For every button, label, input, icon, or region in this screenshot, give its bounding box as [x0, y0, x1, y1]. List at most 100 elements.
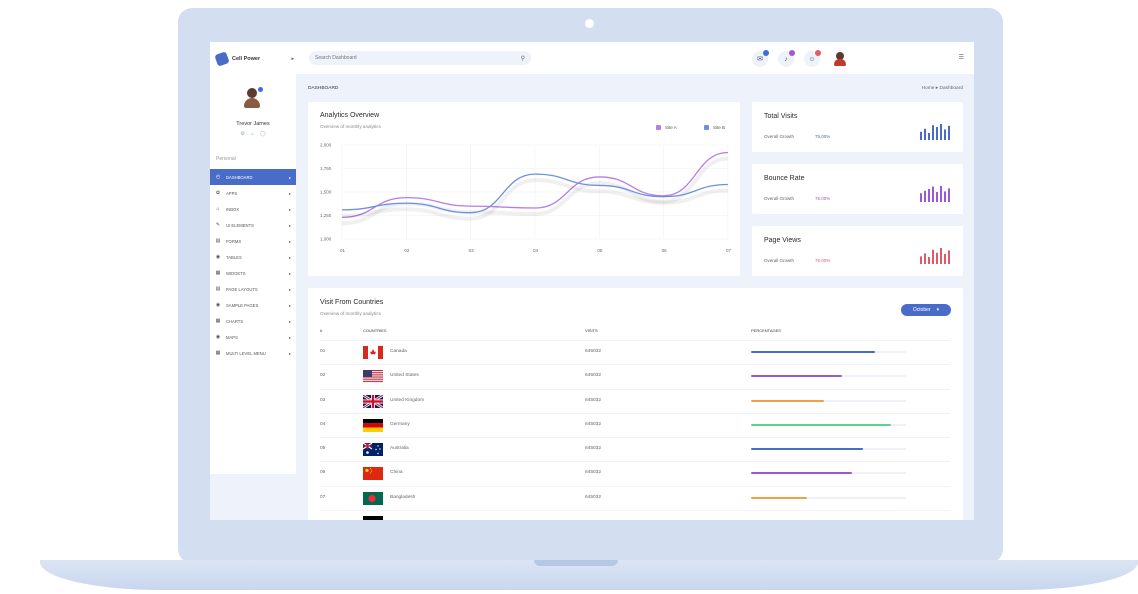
- column-header-num: #: [320, 328, 323, 333]
- legend-site-a[interactable]: Site A: [656, 125, 677, 130]
- sidebar-item-label: UI ELEMENTS: [226, 222, 254, 228]
- sidebar-item-sample-pages[interactable]: ◉ SAMPLE PAGES ▸: [210, 297, 296, 313]
- sidebar-item-widgets[interactable]: ▦ WIDGETS ▸: [210, 265, 296, 281]
- country-name: Germany: [390, 421, 410, 427]
- countries-subtitle: Overview of monthly analytics: [320, 311, 381, 316]
- percentage-bar: [751, 423, 906, 426]
- settings-icon[interactable]: ⚙: [240, 131, 245, 137]
- table-row[interactable]: 01 Canada 645032: [320, 340, 950, 364]
- table-row[interactable]: 03 United Kingdom 645032: [320, 388, 950, 413]
- visits-value: 645032: [585, 349, 602, 354]
- topbar: ⚲ ✉ ♪ ☺ ☰: [296, 42, 974, 74]
- chevron-right-icon: ▸: [288, 254, 291, 260]
- chat-button[interactable]: ✉: [752, 50, 769, 67]
- sparkline-bar: [944, 191, 946, 202]
- sidebar-item-inbox[interactable]: ⌂ INBOX ▸: [210, 201, 296, 217]
- sidebar-item-charts[interactable]: ▦ CHARTS ▸: [210, 313, 296, 329]
- y-tick-label: 1,750: [320, 166, 332, 171]
- column-header-countries: COUNTRIES: [363, 328, 387, 333]
- user-avatar[interactable]: [834, 52, 846, 66]
- chevron-right-icon: ▸: [288, 302, 291, 308]
- sidebar-item-label: MULTI LEVEL MENU: [226, 350, 266, 356]
- sidebar-item-label: CHARTS: [226, 318, 244, 324]
- stat-card-total-visits: Total Visits Overall Growth 75.00%: [752, 102, 963, 152]
- analytics-line-chart: 2,000 1,750 1,500 1,250 1,000 01 02 03 04 05 06 07: [320, 143, 732, 254]
- y-tick-label: 1,500: [320, 190, 332, 195]
- x-tick-label: 04: [533, 248, 539, 253]
- bell-icon: ♪: [784, 55, 788, 63]
- stat-title: Bounce Rate: [764, 175, 805, 182]
- chevron-right-icon: ▸: [288, 190, 291, 196]
- series-shadow: [341, 178, 729, 221]
- row-number: 02: [320, 373, 326, 379]
- tables-icon: ◉: [215, 254, 221, 260]
- sidebar-item-apps[interactable]: ✿ APPS ▸: [210, 185, 296, 201]
- user-requests-icon: ☺: [808, 55, 816, 63]
- legend-swatch: [656, 125, 661, 130]
- apps-icon: ✿: [215, 190, 221, 196]
- user-requests-button[interactable]: ☺: [804, 50, 821, 67]
- webcam-icon: [585, 19, 594, 28]
- x-tick-label: 03: [469, 248, 475, 253]
- inbox-icon: ⌂: [216, 206, 220, 212]
- table-row[interactable]: 05 Australia 645032: [320, 437, 950, 461]
- bell-button[interactable]: ♪: [778, 50, 795, 67]
- x-tick-label: 02: [404, 248, 410, 253]
- table-row[interactable]: 02 United States 645032: [320, 364, 950, 388]
- power-icon[interactable]: ◯: [259, 131, 266, 137]
- search-icon[interactable]: ⚲: [520, 55, 525, 62]
- chevron-right-icon: ▸: [288, 334, 291, 340]
- sidebar-item-multi-level-menu[interactable]: ▦ MULTI LEVEL MENU ▸: [210, 345, 296, 361]
- sidebar-item-label: SAMPLE PAGES: [226, 302, 259, 308]
- chevron-right-icon: ▸: [288, 350, 291, 356]
- sidebar-item-maps[interactable]: ◉ MAPS ▸: [210, 329, 296, 345]
- table-row[interactable]: 06 China 645032: [320, 461, 950, 485]
- country-name: Australia: [390, 446, 409, 452]
- percentage-bar-fill: [751, 423, 891, 426]
- stat-label: Overall Growth: [764, 196, 795, 201]
- sparkline-bar: [924, 190, 926, 202]
- menu-toggle-icon[interactable]: ☰: [958, 55, 964, 61]
- sparkline-bar: [932, 125, 934, 140]
- sidebar-item-ui-elements[interactable]: ✎ UI ELEMENTS ▸: [210, 217, 296, 233]
- country-name: China: [390, 470, 403, 476]
- search-box: ⚲: [309, 51, 531, 65]
- lock-icon[interactable]: ⌂: [250, 131, 254, 137]
- percentage-bar: [751, 351, 906, 353]
- chevron-down-icon: ▾: [936, 307, 940, 313]
- table-row[interactable]: 07 Bangladesh 645032: [320, 485, 950, 510]
- notification-badge: [789, 50, 795, 56]
- row-number: 05: [320, 446, 326, 452]
- australia-flag-icon: [363, 443, 383, 457]
- stat-value: 75.00%: [815, 134, 831, 139]
- sparkline-bar: [948, 250, 950, 264]
- table-row[interactable]: 04 Germany 645032: [320, 412, 950, 437]
- analytics-overview-card: Analytics Overview Overview of monthly a…: [308, 102, 740, 276]
- table-row[interactable]: [320, 510, 950, 520]
- profile-actions: ⚙ ⌂ ◯: [210, 131, 296, 137]
- notification-badge: [763, 50, 769, 56]
- brand[interactable]: Cell Power ▸: [214, 51, 294, 67]
- sidebar-item-page-layouts[interactable]: ▤ PAGE LAYOUTS ▸: [210, 281, 296, 297]
- series-line-site-b[interactable]: [341, 173, 729, 214]
- stat-sparkline: [920, 248, 950, 264]
- maps-icon: ◉: [215, 334, 221, 340]
- avatar[interactable]: [243, 87, 263, 108]
- series-line-site-a[interactable]: [341, 151, 729, 219]
- chevron-right-icon: ▸: [288, 270, 291, 276]
- breadcrumb[interactable]: Home ▸ Dashboard: [921, 86, 963, 91]
- china-flag-icon: [363, 467, 383, 481]
- sidebar-item-label: MAPS: [226, 334, 238, 340]
- y-tick-label: 2,000: [320, 143, 332, 148]
- legend-site-b[interactable]: Site B: [704, 125, 725, 130]
- bangladesh-flag-icon: [363, 491, 383, 505]
- sidebar-item-forms[interactable]: ▤ FORMS ▸: [210, 233, 296, 249]
- percentage-bar-fill: [751, 448, 863, 451]
- dashboard-icon: ◴: [215, 174, 221, 180]
- y-tick-label: 1,000: [320, 237, 332, 242]
- search-input[interactable]: [315, 55, 521, 61]
- chevron-right-icon: ▸: [288, 318, 291, 324]
- sidebar-item-tables[interactable]: ◉ TABLES ▸: [210, 249, 296, 265]
- sidebar-item-dashboard[interactable]: ◴ DASHBOARD ▸: [210, 169, 296, 185]
- month-select-button[interactable]: October ▾: [901, 304, 951, 316]
